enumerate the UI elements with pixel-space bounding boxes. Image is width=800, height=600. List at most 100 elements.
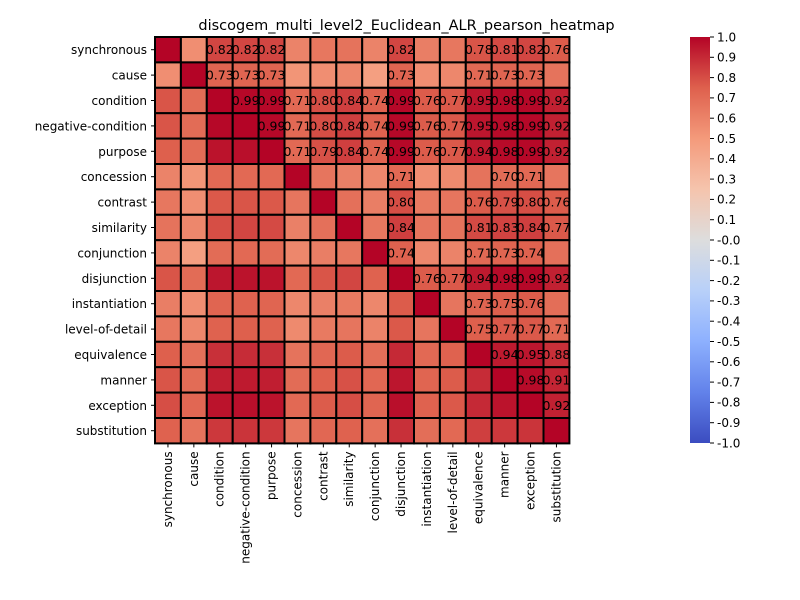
cell-annotation: 0.82 (387, 42, 415, 57)
colorbar-tick-label: -0.8 (717, 396, 740, 410)
heatmap-cell (335, 61, 364, 89)
cell-annotation: 0.95 (465, 118, 493, 133)
heatmap-cell (231, 86, 260, 115)
x-tick-label: concession (290, 451, 304, 517)
cell-annotation: 0.98 (491, 271, 519, 286)
heatmap-cell (257, 137, 286, 166)
x-tick-label: equivalence (472, 451, 486, 524)
heatmap-cell (154, 366, 182, 394)
heatmap-cell (309, 213, 338, 242)
heatmap-cell (231, 163, 260, 191)
heatmap-cell (413, 36, 441, 64)
heatmap-cell (154, 163, 182, 191)
cell-annotation: 0.70 (491, 169, 519, 184)
heatmap-cell (231, 239, 260, 267)
heatmap-cell (438, 36, 467, 64)
cell-annotation: 0.76 (413, 144, 441, 159)
heatmap-cell (361, 36, 390, 64)
cell-annotation: 0.74 (361, 118, 389, 133)
cell-annotation: 0.74 (361, 144, 389, 159)
heatmap-cell (205, 213, 234, 242)
heatmap-cell (154, 239, 182, 267)
heatmap-cell (413, 188, 441, 216)
cell-annotation: 0.73 (387, 68, 415, 83)
heatmap-cell (309, 36, 338, 64)
cell-annotation: 0.99 (387, 118, 415, 133)
heatmap-cell (413, 366, 441, 394)
cell-annotation: 0.71 (543, 322, 571, 337)
heatmap-cell (516, 61, 545, 89)
y-tick-label: conjunction (77, 246, 147, 260)
heatmap-cell (542, 290, 571, 318)
x-tick-label: similarity (342, 451, 356, 506)
heatmap-cell (387, 137, 416, 166)
heatmap-cell (542, 340, 571, 369)
y-tick-label: level-of-detail (65, 323, 147, 337)
x-tick-label: condition (213, 451, 227, 506)
heatmap-cell (257, 340, 286, 369)
heatmap-cell (179, 391, 208, 420)
heatmap-cell (387, 315, 416, 343)
heatmap-cell (542, 417, 571, 445)
heatmap-cell (309, 188, 338, 216)
cell-annotation: 0.98 (491, 144, 519, 159)
colorbar-tick-label: -0.2 (717, 274, 740, 288)
cell-annotation: 0.82 (232, 42, 260, 57)
cell-annotation: 0.71 (465, 68, 493, 83)
colorbar-tick-label: -0.1 (717, 254, 740, 268)
heatmap-cell (283, 315, 312, 343)
colorbar-tick-label: -0.3 (717, 294, 740, 308)
y-tick-label: instantiation (72, 297, 147, 311)
heatmap-cell (309, 366, 338, 394)
heatmap-cell (257, 391, 286, 420)
heatmap-cell (205, 366, 234, 394)
heatmap-cell (205, 86, 234, 115)
cell-annotation: 0.99 (517, 93, 545, 108)
heatmap-cell (490, 86, 519, 115)
heatmap-cell (387, 391, 416, 420)
heatmap-cell (309, 61, 338, 89)
heatmap-cell (231, 340, 260, 369)
heatmap-cell (438, 213, 467, 242)
cell-annotation: 0.84 (335, 144, 363, 159)
heatmap-cell (205, 264, 234, 293)
heatmap-cell (438, 391, 467, 420)
heatmap-cell (309, 290, 338, 318)
heatmap-cell (154, 391, 182, 420)
cell-annotation: 0.78 (465, 42, 493, 57)
heatmap-cell (335, 340, 364, 369)
y-tick-label: equivalence (74, 348, 147, 362)
cell-annotation: 0.99 (387, 93, 415, 108)
x-tick-label: disjunction (394, 451, 408, 516)
colorbar-tick-label: -1.0 (717, 436, 740, 450)
cell-annotation: 0.92 (543, 93, 571, 108)
cell-annotation: 0.73 (491, 68, 519, 83)
heatmap-cell (231, 290, 260, 318)
heatmap-cell (464, 391, 493, 420)
heatmap-cell (413, 417, 441, 445)
cell-annotation: 0.99 (387, 144, 415, 159)
cell-annotation: 0.88 (543, 347, 571, 362)
cell-annotation: 0.80 (387, 195, 415, 210)
heatmap-cell (413, 340, 441, 369)
heatmap-cell (257, 264, 286, 293)
heatmap-annotations: 0.820.820.82 0.82 0.780.810.820.760.730.73… (206, 42, 571, 413)
colorbar-tick-label: 0.8 (717, 71, 736, 85)
cell-annotation: 0.99 (517, 271, 545, 286)
heatmap-cell (387, 417, 416, 445)
cell-annotation: 0.84 (335, 118, 363, 133)
heatmap-cell (413, 163, 441, 191)
y-tick-label: cause (112, 69, 147, 83)
heatmap-cell (516, 137, 545, 166)
heatmap-cell (257, 366, 286, 394)
cell-annotation: 0.99 (258, 93, 286, 108)
chart-title: discogem_multi_level2_Euclidean_ALR_pear… (198, 18, 614, 34)
cell-annotation: 0.98 (517, 372, 545, 387)
heatmap-cell (205, 315, 234, 343)
heatmap-cell (154, 61, 182, 89)
x-tick-label: exception (524, 451, 538, 510)
cell-annotation: 0.82 (258, 42, 286, 57)
heatmap-cell (309, 264, 338, 293)
heatmap-cell (309, 315, 338, 343)
